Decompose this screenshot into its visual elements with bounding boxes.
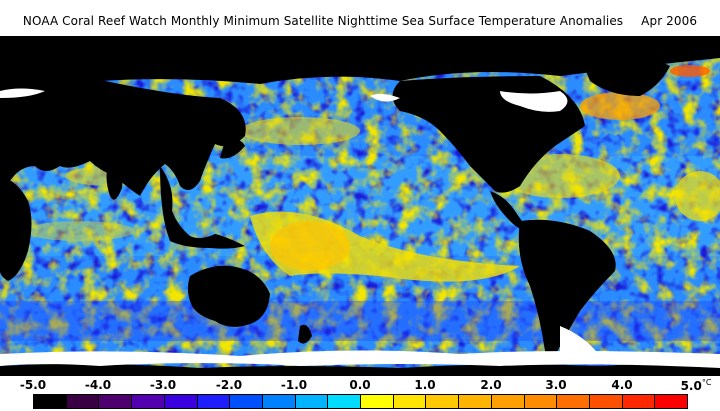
sea-ice xyxy=(0,88,720,368)
legend-swatch xyxy=(328,395,362,408)
map-title: NOAA Coral Reef Watch Monthly Minimum Sa… xyxy=(0,14,720,28)
legend-swatch xyxy=(132,395,165,408)
warm-anomaly-patches xyxy=(4,58,720,282)
legend-tick: -5.0 xyxy=(19,378,47,392)
color-legend: -5.0 -4.0 -3.0 -2.0 -1.0 0.0 1.0 2.0 3.0… xyxy=(0,376,720,411)
color-scale-bar xyxy=(33,394,688,409)
legend-unit: °C xyxy=(701,378,712,387)
legend-swatch xyxy=(262,395,296,408)
legend-tick: 4.0 xyxy=(611,378,633,392)
legend-tick: -1.0 xyxy=(280,378,308,392)
legend-swatch xyxy=(655,395,688,408)
legend-tick: -4.0 xyxy=(84,378,112,392)
world-map-svg xyxy=(0,36,720,376)
legend-swatch xyxy=(99,395,133,408)
legend-swatch xyxy=(589,395,623,408)
date-label: Apr 2006 xyxy=(641,14,698,28)
legend-swatch xyxy=(361,395,394,408)
legend-swatch xyxy=(164,395,198,408)
legend-tick: 1.0 xyxy=(414,378,436,392)
title-text: NOAA Coral Reef Watch Monthly Minimum Sa… xyxy=(22,14,624,28)
legend-swatch xyxy=(491,395,525,408)
legend-swatch xyxy=(426,395,460,408)
legend-swatch xyxy=(295,395,329,408)
legend-tick: 0.0 xyxy=(349,378,371,392)
southern-ocean-band xyxy=(0,301,720,341)
legend-tick-last: 5.0°C xyxy=(681,378,712,393)
legend-swatch xyxy=(197,395,231,408)
legend-swatch xyxy=(230,395,263,408)
legend-swatch xyxy=(66,395,100,408)
legend-tick: -2.0 xyxy=(215,378,243,392)
sst-anomaly-map xyxy=(0,36,720,376)
legend-tick: 3.0 xyxy=(545,378,567,392)
legend-swatch xyxy=(459,395,492,408)
legend-swatch xyxy=(393,395,427,408)
legend-swatch xyxy=(622,395,656,408)
legend-swatch xyxy=(524,395,558,408)
legend-tick-value: 5.0 xyxy=(680,379,702,393)
legend-tick: 2.0 xyxy=(480,378,502,392)
legend-tick: -3.0 xyxy=(149,378,177,392)
legend-swatch xyxy=(34,395,67,408)
legend-swatch xyxy=(557,395,590,408)
